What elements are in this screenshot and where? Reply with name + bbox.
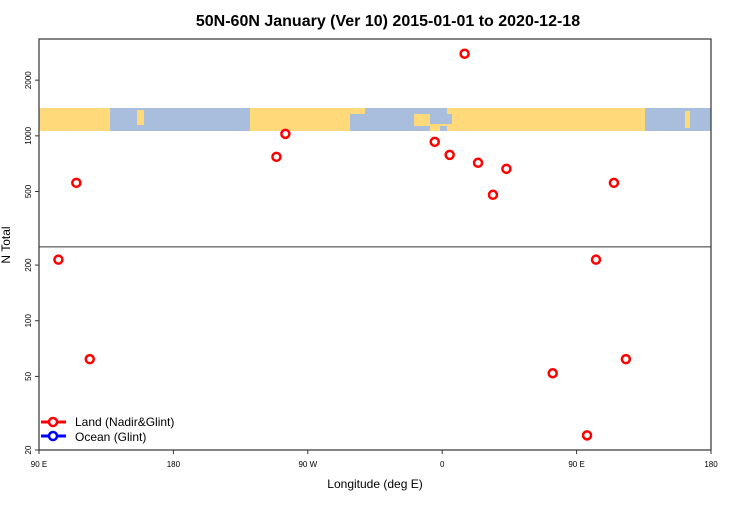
map-ocean	[440, 126, 447, 131]
map-land	[414, 114, 430, 126]
x-tick-label: 180	[704, 460, 718, 469]
x-tick-label: 90 W	[298, 460, 317, 469]
data-point	[472, 157, 484, 169]
legend-ocean-marker	[47, 430, 59, 442]
y-tick-label: 20	[24, 445, 33, 454]
map-land	[685, 111, 690, 128]
legend-land-marker	[47, 416, 59, 428]
data-point	[459, 48, 470, 59]
x-axis: 90 E 180 90 W 0 90 E 180	[31, 450, 718, 469]
data-point	[487, 189, 499, 201]
data-point	[71, 177, 82, 189]
map-ocean	[350, 114, 365, 131]
x-tick-label: 90 E	[31, 460, 47, 469]
data-point	[53, 254, 64, 265]
map-land	[447, 108, 456, 114]
y-tick-label: 1000	[24, 126, 33, 144]
map-ocean	[365, 108, 400, 131]
chart-title: 50N-60N January (Ver 10) 2015-01-01 to 2…	[196, 13, 580, 30]
x-tick-label: 0	[440, 460, 445, 469]
data-point	[444, 149, 455, 161]
map-ocean	[645, 108, 711, 131]
x-axis-label: Longitude (deg E)	[327, 477, 422, 491]
y-tick-label: 500	[24, 184, 33, 198]
y-tick-label: 200	[24, 258, 33, 272]
data-point	[280, 128, 291, 140]
y-tick-label: 2000	[24, 71, 33, 89]
y-axis: 20 50 100 200 500 1000 2000	[24, 71, 39, 454]
map-ocean	[400, 124, 430, 131]
y-tick-label: 50	[24, 371, 33, 380]
legend: Land (Nadir&Glint) Ocean (Glint)	[41, 415, 174, 444]
data-points	[53, 48, 632, 441]
map-land	[137, 110, 144, 125]
y-tick-label: 100	[24, 314, 33, 328]
data-point	[501, 163, 512, 175]
y-axis-label: N Total	[0, 226, 13, 263]
map-ocean	[110, 108, 250, 131]
legend-land-label: Land (Nadir&Glint)	[75, 415, 174, 429]
map-ocean	[140, 108, 150, 128]
x-tick-label: 180	[167, 460, 181, 469]
data-point	[84, 353, 96, 365]
data-point	[547, 368, 558, 379]
map-land	[250, 108, 258, 131]
data-point	[608, 177, 620, 189]
data-point	[590, 254, 602, 265]
plot-frame	[38, 38, 712, 451]
x-tick-label: 90 E	[568, 460, 584, 469]
legend-ocean-label: Ocean (Glint)	[75, 430, 146, 444]
data-point	[620, 353, 632, 365]
data-point	[271, 151, 282, 163]
data-point	[581, 430, 593, 441]
map-band	[39, 108, 711, 131]
data-point	[429, 136, 440, 148]
